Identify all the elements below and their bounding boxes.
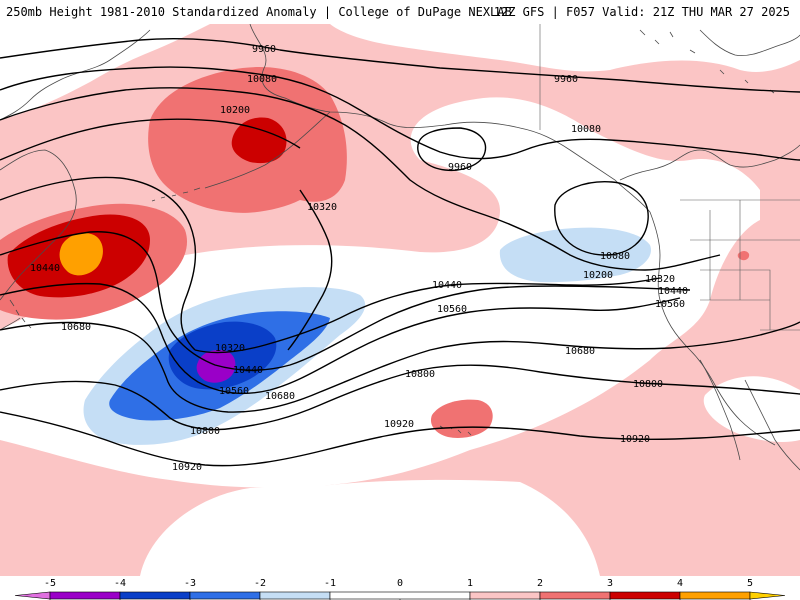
contour-label: 10200: [220, 105, 250, 116]
contour-label: 9960: [554, 74, 578, 85]
contour-label: 10920: [172, 462, 202, 473]
contour-label: 10320: [307, 202, 337, 213]
contour-label: 10200: [583, 270, 613, 281]
colorbar-tick-label: -2: [254, 578, 266, 589]
colorbar-bin: [189, 591, 261, 600]
colorbar-bin: [49, 591, 121, 600]
coastlines: [0, 24, 800, 471]
colorbar-ticks: -5 -4 -3 -2 -1 0 1 2 3 4 5: [44, 578, 753, 600]
contour-label-group: 9960 9960 9960 10080 10080 10080 10200 1…: [30, 44, 688, 473]
colorbar-bin: [329, 591, 471, 600]
anomaly-fill-neutral-south: [140, 479, 600, 576]
contour-label: 10920: [384, 419, 414, 430]
colorbar-bin: [609, 591, 681, 600]
contour-label: 9960: [252, 44, 276, 55]
contour-label: 10440: [233, 365, 263, 376]
contour-label: 10440: [432, 280, 462, 291]
height-contours: [0, 38, 800, 467]
colorbar-tick-label: -5: [44, 578, 56, 589]
contour-label: 10320: [215, 343, 245, 354]
colorbar-bin: [539, 591, 611, 600]
colorbar-tick-label: 1: [467, 578, 473, 589]
colorbar-bin: [259, 591, 331, 600]
colorbar-bin: [679, 591, 751, 600]
colorbar-tick-label: 4: [677, 578, 683, 589]
contour-label: 9960: [448, 162, 472, 173]
model-run-info: 12Z GFS | F057 Valid: 21Z THU MAR 27 202…: [493, 5, 790, 19]
map-title: 250mb Height 1981-2010 Standardized Anom…: [6, 5, 512, 19]
contour-label: 10800: [190, 426, 220, 437]
anomaly-fill-neutral-northeast: [330, 24, 800, 72]
anomaly-map: 9960 9960 9960 10080 10080 10080 10200 1…: [0, 24, 800, 576]
contour-label: 10680: [61, 322, 91, 333]
contour-label: 10440: [658, 286, 688, 297]
map-header: 250mb Height 1981-2010 Standardized Anom…: [0, 0, 800, 24]
anomaly-fill-pos-southwest-us: [737, 251, 750, 261]
anomaly-fill-pos4-kamchatka: [59, 233, 103, 276]
colorbar-tick-label: -3: [184, 578, 196, 589]
anomaly-fill-neutral-northwest: [0, 24, 210, 120]
contour-label: 10800: [405, 369, 435, 380]
colorbar-bin: [749, 591, 786, 600]
contour-label: 10080: [600, 251, 630, 262]
contour-label: 10680: [565, 346, 595, 357]
anomaly-fill-neutral-southeast: [703, 376, 800, 442]
colorbar-bin: [469, 591, 541, 600]
contour-label: 10800: [633, 379, 663, 390]
colorbar-bin: [119, 591, 191, 600]
contour-label: 10560: [655, 299, 685, 310]
contour-label: 10080: [571, 124, 601, 135]
colorbar-tick-label: -4: [114, 578, 126, 589]
contour-label: 10920: [620, 434, 650, 445]
colorbar-tick-label: 5: [747, 578, 753, 589]
contour-label: 10680: [265, 391, 295, 402]
anomaly-fill-neg4-pacific: [196, 350, 236, 383]
colorbar-tick-label: 2: [537, 578, 543, 589]
contour-label: 10560: [437, 304, 467, 315]
contour-label: 10320: [645, 274, 675, 285]
colorbar-tick-label: 0: [397, 578, 403, 589]
political-borders: [539, 24, 800, 331]
contour-label: 10080: [247, 74, 277, 85]
contour-label: 10440: [30, 263, 60, 274]
colorbar-legend: -5 -4 -3 -2 -1 0 1 2 3 4 5: [14, 578, 786, 600]
colorbar-bin: [14, 591, 51, 600]
colorbar-tick-label: -1: [324, 578, 336, 589]
colorbar-tick-label: 3: [607, 578, 613, 589]
anomaly-fill-pos3-bering: [231, 117, 287, 164]
colorbar-bins: [14, 591, 786, 600]
contour-label: 10560: [219, 386, 249, 397]
